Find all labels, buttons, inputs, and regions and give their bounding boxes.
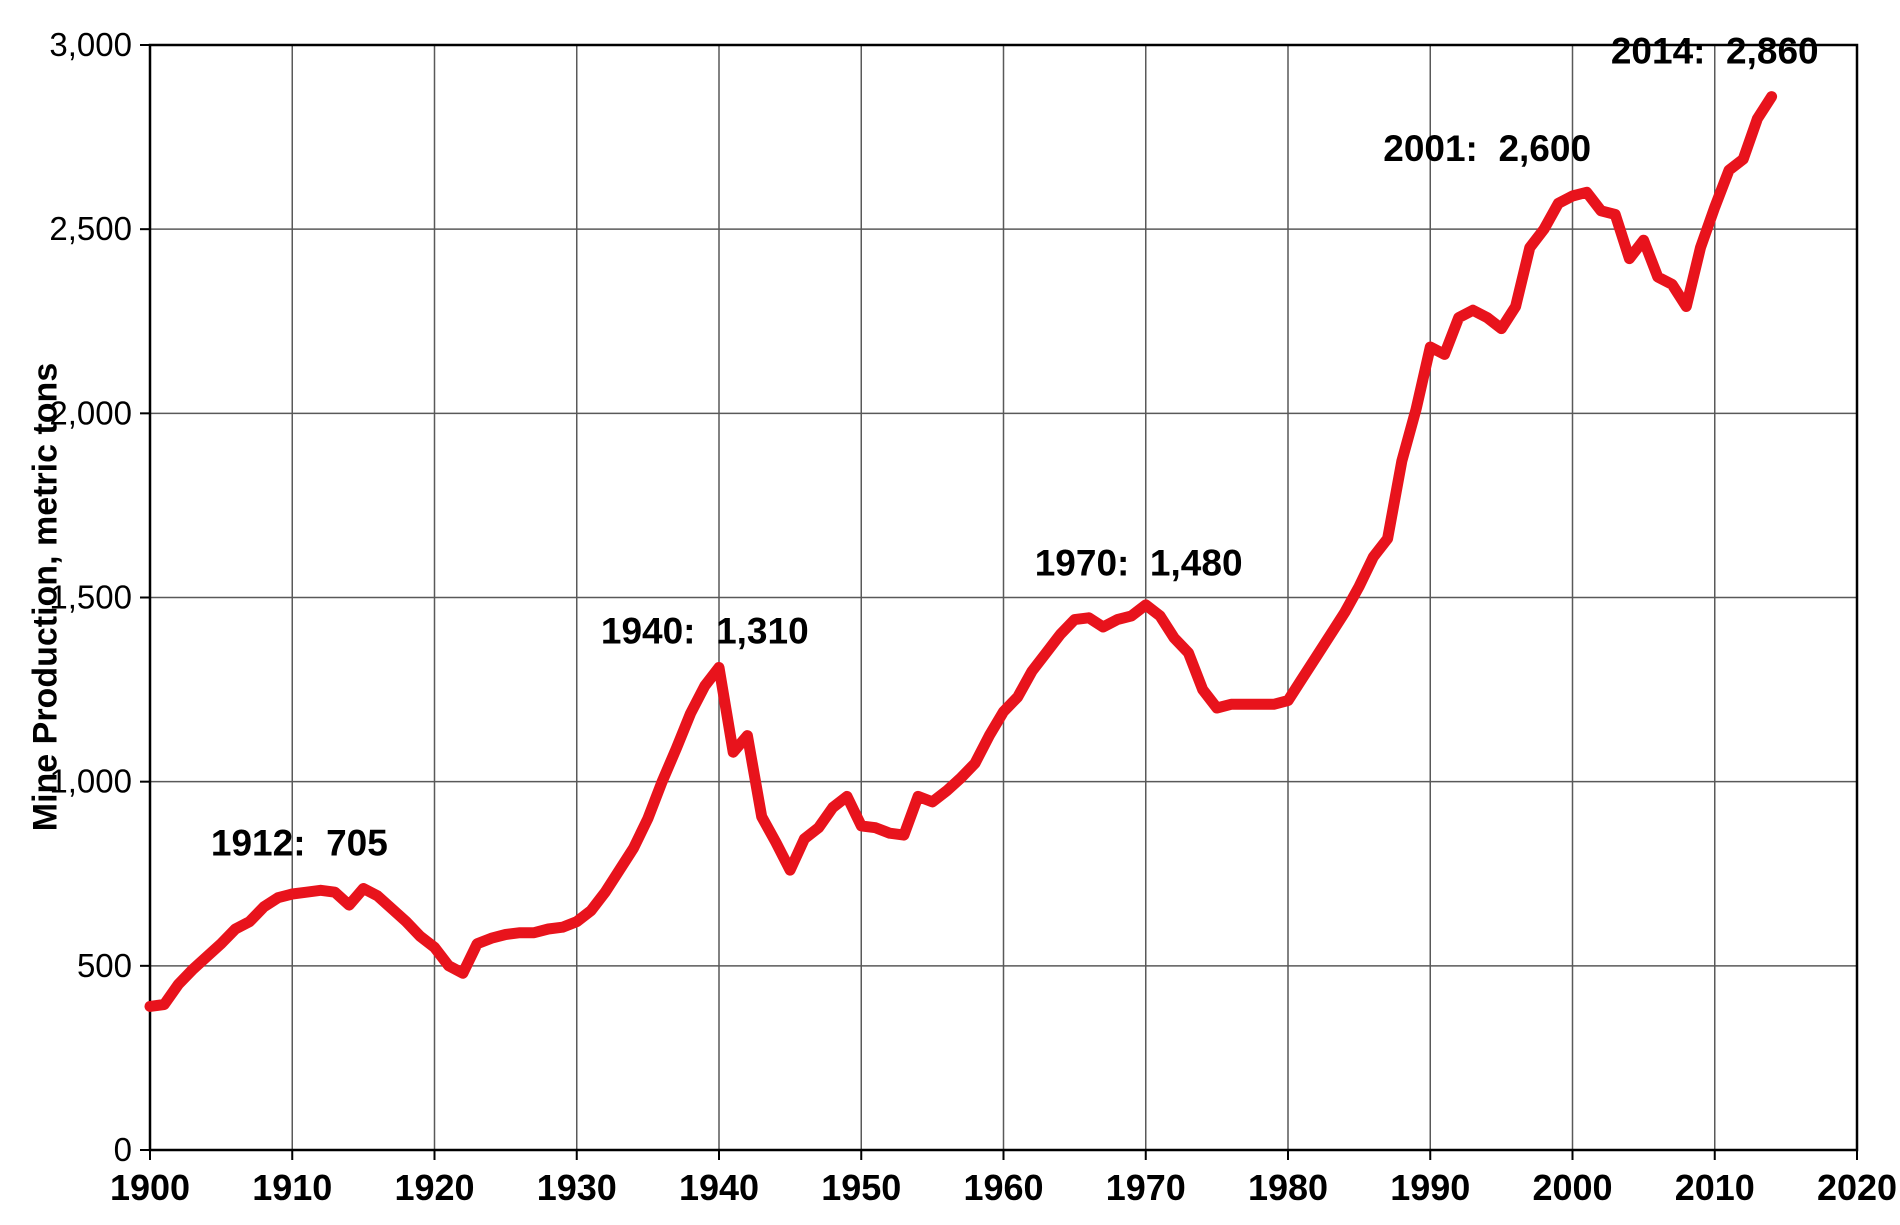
y-tick-label: 1,000	[49, 763, 132, 800]
x-tick-label: 1970	[1106, 1167, 1186, 1208]
y-tick-label: 500	[77, 947, 132, 984]
x-tick-label: 2000	[1532, 1167, 1612, 1208]
data-point-label: 1940: 1,310	[601, 611, 809, 652]
y-axis-title: Mine Production, metric tons	[26, 362, 65, 832]
x-tick-label: 1910	[252, 1167, 332, 1208]
x-tick-label: 1990	[1390, 1167, 1470, 1208]
x-tick-label: 1930	[537, 1167, 617, 1208]
y-tick-label: 1,500	[49, 579, 132, 616]
y-tick-label: 2,000	[49, 394, 132, 431]
x-tick-label: 1980	[1248, 1167, 1328, 1208]
y-tick-label: 3,000	[49, 26, 132, 63]
x-tick-label: 2020	[1817, 1167, 1897, 1208]
x-tick-label: 1950	[821, 1167, 901, 1208]
mine-production-line	[144, 91, 1778, 1012]
x-tick-label: 1960	[963, 1167, 1043, 1208]
x-tick-label: 1940	[679, 1167, 759, 1208]
x-tick-label: 1900	[110, 1167, 190, 1208]
y-tick-label: 0	[114, 1131, 132, 1168]
x-tick-label: 1920	[394, 1167, 474, 1208]
x-tick-label: 2010	[1675, 1167, 1755, 1208]
y-tick-label: 2,500	[49, 210, 132, 247]
data-point-label: 1970: 1,480	[1035, 542, 1243, 583]
data-point-label: 2014: 2,860	[1611, 30, 1819, 71]
data-point-label: 2001: 2,600	[1383, 128, 1591, 169]
data-point-label: 1912: 705	[211, 822, 388, 863]
